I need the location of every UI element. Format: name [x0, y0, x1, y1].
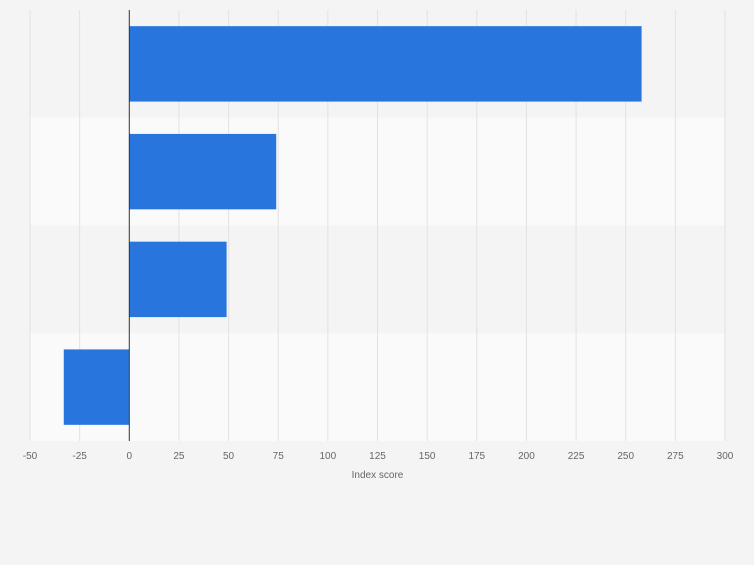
x-tick-label: 150: [419, 451, 436, 462]
x-tick-label: 75: [273, 451, 285, 462]
x-tick-label: 50: [223, 451, 235, 462]
x-tick-label: 0: [127, 451, 133, 462]
x-tick-label: 250: [617, 451, 634, 462]
bar[interactable]: [129, 133, 277, 210]
x-tick-label: 25: [173, 451, 185, 462]
bar[interactable]: [129, 26, 642, 102]
bar[interactable]: [129, 241, 227, 318]
x-tick-label: 100: [320, 451, 337, 462]
x-axis-label: Index score: [352, 470, 404, 481]
x-tick-label: 200: [518, 451, 535, 462]
x-tick-label: 300: [717, 451, 734, 462]
x-tick-label: 175: [468, 451, 485, 462]
x-tick-label: -50: [23, 451, 38, 462]
x-axis-tick-labels: -50 -25 0 25 50 75 100 125 150 175 200 225 250 275 300: [23, 451, 734, 462]
x-tick-label: 125: [369, 451, 386, 462]
bars: [63, 26, 642, 425]
x-tick-label: -25: [72, 451, 87, 462]
bar[interactable]: [63, 349, 130, 425]
x-tick-label: 275: [667, 451, 684, 462]
x-tick-label: 225: [568, 451, 585, 462]
